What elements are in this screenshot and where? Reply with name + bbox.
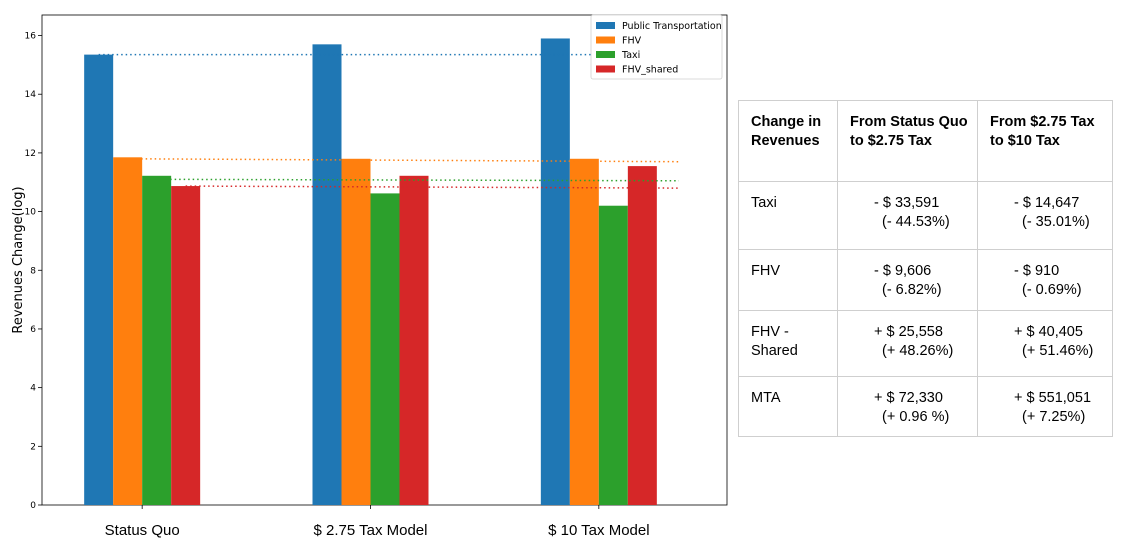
bar-fhv-shared	[171, 186, 201, 505]
chart-svg: 0 2 4 6 8 10 12 14 16 Revenues Change(log) Status …	[11, 14, 728, 539]
header-275-to-10: From $2.75 Tax to $10 Tax	[977, 100, 1113, 182]
y-tick-label: 8	[30, 266, 36, 276]
cell-amount: + $ 40,405	[1014, 324, 1083, 340]
legend-swatch	[596, 51, 615, 58]
cell-value: + $ 40,405 (+ 51.46%)	[977, 310, 1113, 377]
y-tick-label: 0	[30, 501, 36, 511]
x-category-label: Status Quo	[105, 522, 180, 539]
x-category-label: $ 2.75 Tax Model	[314, 522, 428, 539]
table-row: MTA + $ 72,330 (+ 0.96 %) + $ 551,051 (+ 7…	[738, 376, 1113, 437]
bar-taxi	[370, 193, 400, 505]
legend-box	[590, 14, 723, 80]
bar-fhv	[113, 157, 143, 505]
legend-label: FHV	[622, 36, 642, 47]
y-axis-label: Revenues Change(log)	[11, 186, 26, 333]
cell-value: + $ 25,558 (+ 48.26%)	[837, 310, 978, 377]
row-label: Taxi	[738, 181, 838, 250]
bar-fhv	[569, 158, 599, 505]
legend-label: Taxi	[621, 50, 640, 61]
cell-percent: (- 44.53%)	[882, 214, 950, 230]
x-category-label: $ 10 Tax Model	[548, 522, 649, 539]
bar-taxi	[142, 175, 172, 506]
bar-fhv-shared	[399, 175, 429, 506]
table-row: FHV - $ 9,606 (- 6.82%) - $ 910 (- 0.69%)	[738, 249, 1113, 311]
row-label: MTA	[738, 376, 838, 437]
header-change-in-revenues: Change in Revenues	[738, 100, 838, 182]
legend-swatch	[596, 22, 615, 29]
bar-fhv	[341, 158, 371, 505]
cell-percent: (+ 51.46%)	[1022, 343, 1094, 359]
cell-value: - $ 9,606 (- 6.82%)	[837, 249, 978, 311]
table-row: Taxi - $ 33,591 (- 44.53%) - $ 14,647 (- 3…	[738, 181, 1113, 250]
y-tick-label: 12	[25, 149, 36, 159]
trend-line	[127, 158, 679, 163]
cell-percent: (- 6.82%)	[882, 282, 942, 298]
cell-amount: - $ 33,591	[874, 195, 940, 211]
cell-percent: (+ 48.26%)	[882, 343, 954, 359]
legend-swatch	[596, 36, 615, 44]
cell-amount: - $ 910	[1014, 263, 1060, 279]
bar-public-transportation	[84, 54, 114, 505]
cell-value: + $ 72,330 (+ 0.96 %)	[837, 376, 978, 437]
bar-public-transportation	[540, 38, 570, 505]
revenue-change-table: Change in Revenues From Status Quo to $2…	[738, 100, 1113, 437]
cell-amount: + $ 25,558	[874, 324, 943, 340]
cell-value: + $ 551,051 (+ 7.25%)	[977, 376, 1113, 437]
cell-value: - $ 14,647 (- 35.01%)	[977, 181, 1113, 250]
bar-public-transportation	[312, 44, 342, 506]
header-status-quo-to-275: From Status Quo to $2.75 Tax	[837, 100, 978, 182]
cell-percent: (- 35.01%)	[1022, 214, 1090, 230]
legend-label: Public Transportation	[622, 21, 722, 32]
cell-value: - $ 33,591 (- 44.53%)	[837, 181, 978, 250]
cell-percent: (- 0.69%)	[1022, 282, 1082, 298]
legend-swatch	[596, 65, 615, 73]
table-header-row: Change in Revenues From Status Quo to $2…	[738, 100, 1113, 182]
cell-amount: - $ 14,647	[1014, 195, 1080, 211]
cell-amount: - $ 9,606	[874, 263, 932, 279]
y-tick-label: 6	[30, 325, 36, 335]
y-tick-label: 16	[25, 32, 37, 42]
cell-percent: (+ 0.96 %)	[882, 409, 950, 425]
cell-percent: (+ 7.25%)	[1022, 409, 1086, 425]
y-tick-label: 10	[25, 208, 37, 218]
cell-value: - $ 910 (- 0.69%)	[977, 249, 1113, 311]
y-tick-label: 14	[25, 90, 37, 100]
table-row: FHV - Shared + $ 25,558 (+ 48.26%) + $ 40…	[738, 310, 1113, 377]
trend-line	[156, 178, 679, 182]
legend-label: FHV_shared	[622, 65, 678, 76]
cell-amount: + $ 551,051	[1014, 390, 1092, 406]
cell-amount: + $ 72,330	[874, 390, 943, 406]
bar-taxi	[598, 205, 628, 505]
y-tick-label: 4	[30, 384, 36, 394]
bar-fhv-shared	[627, 166, 657, 505]
bar-chart: 0 2 4 6 8 10 12 14 16 Revenues Change(log) Status …	[11, 14, 728, 539]
y-tick-label: 2	[30, 442, 36, 452]
row-label: FHV - Shared	[738, 310, 838, 377]
row-label: FHV	[738, 249, 838, 311]
trend-line	[185, 185, 679, 189]
